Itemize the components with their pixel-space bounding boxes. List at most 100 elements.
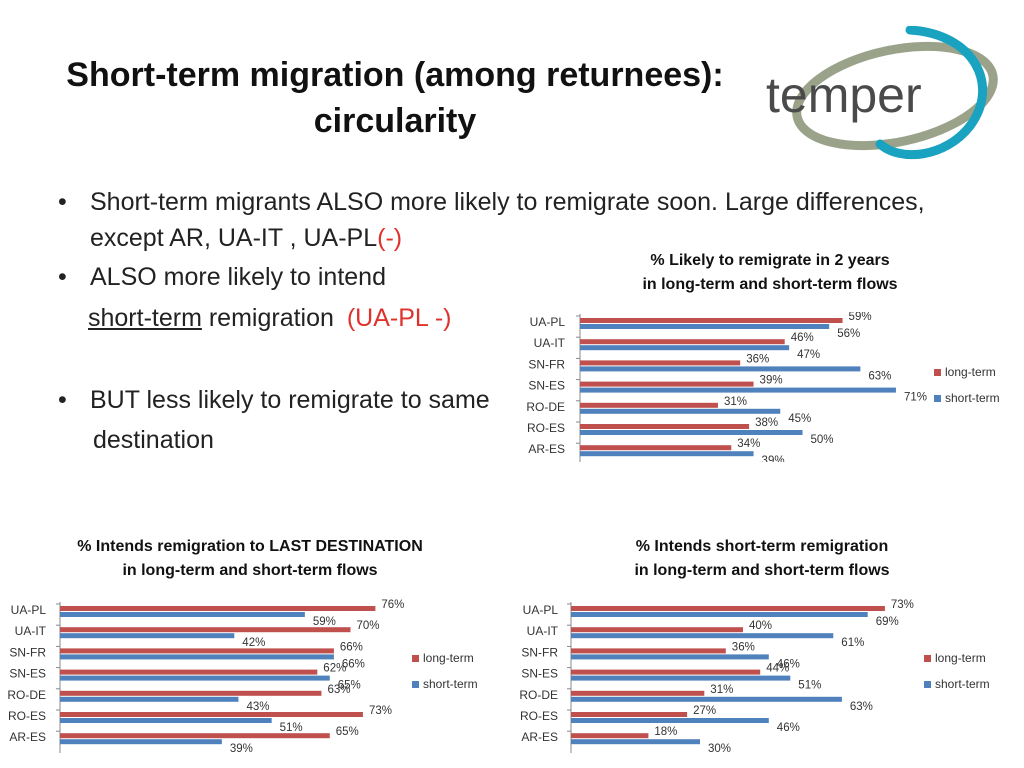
category-label: AR-ES (9, 730, 46, 744)
data-label: 36% (732, 641, 755, 653)
legend-label: long-term (423, 651, 474, 665)
slide-title-line1: Short-term migration (among returnees): (66, 56, 724, 94)
legend-label: short-term (945, 391, 1000, 405)
category-label: SN-ES (528, 379, 565, 393)
bullet-2-rest: remigration (201, 304, 341, 332)
chart3-svg: UA-PL 73% 69% UA-IT 40% 61% SN-FR 36% 46% SN-ES 44… (519, 599, 990, 755)
data-label: 69% (876, 616, 899, 628)
legend-label: long-term (935, 651, 986, 665)
logo-text: temper (766, 67, 922, 123)
legend-swatch (924, 681, 931, 688)
data-label: 39% (760, 375, 783, 387)
bullet-2-red-mark: (UA-PL -) (346, 304, 452, 332)
data-label: 61% (841, 637, 864, 649)
bar-long-term (571, 690, 705, 696)
bar-short-term (571, 612, 868, 617)
legend-swatch (924, 655, 931, 662)
data-label: 56% (837, 328, 860, 340)
data-label: 59% (849, 312, 872, 323)
bar-long-term (580, 424, 750, 429)
data-label: 27% (693, 705, 716, 717)
data-label: 45% (788, 413, 811, 425)
bullet-dot: • (58, 386, 67, 414)
data-label: 47% (797, 349, 820, 361)
bar-short-term (571, 633, 834, 639)
legend-label: short-term (935, 677, 990, 691)
chart1-title-line1: % Likely to remigrate in 2 years (650, 252, 890, 269)
bullet-2-line2: short-term remigration (UA-PL -) (88, 300, 452, 336)
data-label: 31% (724, 396, 747, 408)
chart2: UA-PL 76% 59% UA-IT 70% 42% SN-FR 66% 66% SN-ES 62… (0, 598, 510, 758)
bar-long-term (580, 318, 843, 323)
data-label: 39% (230, 743, 253, 753)
bar-long-term (580, 339, 785, 345)
category-label: RO-ES (527, 421, 565, 435)
bar-short-term (580, 408, 781, 414)
category-label: SN-FR (9, 645, 46, 659)
chart1-title-line2: in long-term and short-term flows (642, 276, 898, 293)
logo-swoosh-grey (792, 41, 998, 151)
bar-short-term (60, 654, 334, 660)
category-label: UA-IT (15, 624, 47, 638)
data-label: 50% (811, 434, 834, 446)
data-label: 43% (246, 701, 269, 713)
data-label: 65% (338, 680, 361, 692)
category-label: RO-DE (526, 400, 565, 414)
bar-long-term (60, 733, 330, 739)
bullet-3-line2: destination (93, 426, 214, 454)
category-label: UA-PL (11, 603, 47, 617)
bar-long-term (580, 381, 754, 387)
data-label: 39% (762, 455, 785, 462)
category-label: SN-FR (521, 645, 558, 659)
bar-long-term (571, 606, 885, 611)
legend-swatch (934, 395, 941, 402)
bar-long-term (571, 627, 743, 633)
data-label: 38% (755, 417, 778, 429)
bar-short-term (580, 430, 803, 435)
bullet-dot: • (58, 188, 67, 216)
bar-short-term (60, 718, 272, 723)
data-label: 34% (737, 438, 760, 450)
chart1-title: % Likely to remigrate in 2 years in long… (580, 249, 960, 297)
bar-long-term (571, 712, 688, 717)
category-label: SN-ES (9, 667, 46, 681)
legend-swatch (934, 369, 941, 376)
bar-short-term (571, 718, 769, 723)
bar-long-term (571, 669, 761, 675)
data-label: 76% (381, 599, 404, 611)
bar-long-term (60, 669, 318, 675)
bullet-1-line2-text: except AR, UA-IT , UA-PL (90, 224, 378, 252)
data-label: 66% (342, 658, 365, 670)
data-label: 65% (336, 726, 359, 738)
logo-swoosh-blue (875, 25, 988, 160)
bar-short-term (60, 675, 330, 681)
bar-short-term (580, 345, 790, 351)
bar-long-term (571, 648, 726, 654)
bar-short-term (571, 696, 842, 702)
bullet-2-underlined: short-term (88, 304, 202, 332)
bar-long-term (60, 712, 363, 717)
category-label: AR-ES (521, 730, 558, 744)
data-label: 59% (313, 616, 336, 628)
data-label: 73% (369, 705, 392, 717)
bar-short-term (580, 451, 754, 457)
category-label: RO-ES (520, 709, 558, 723)
bar-short-term (60, 696, 239, 702)
bullet-1-line1: Short-term migrants ALSO more likely to … (90, 188, 925, 216)
category-label: UA-PL (523, 603, 559, 617)
data-label: 66% (340, 641, 363, 653)
data-label: 63% (327, 684, 350, 696)
chart2-title-line1: % Intends remigration to LAST DESTINATIO… (77, 538, 423, 555)
chart1: UA-PL 59% 56% UA-IT 46% 47% SN-FR 36% 63% SN-ES 39… (520, 311, 1020, 467)
chart3-title-line2: in long-term and short-term flows (634, 562, 890, 579)
category-label: RO-DE (7, 688, 46, 702)
slide-title-line2: circularity (313, 102, 477, 140)
bar-long-term (60, 627, 351, 633)
temper-logo-icon: temper (766, 25, 998, 160)
chart3-title: % Intends short-term remigration in long… (572, 535, 952, 583)
bar-short-term (580, 366, 861, 372)
category-label: RO-ES (8, 709, 46, 723)
bar-long-term (60, 606, 376, 611)
temper-logo: temper (760, 25, 1000, 166)
bar-short-term (580, 324, 830, 329)
